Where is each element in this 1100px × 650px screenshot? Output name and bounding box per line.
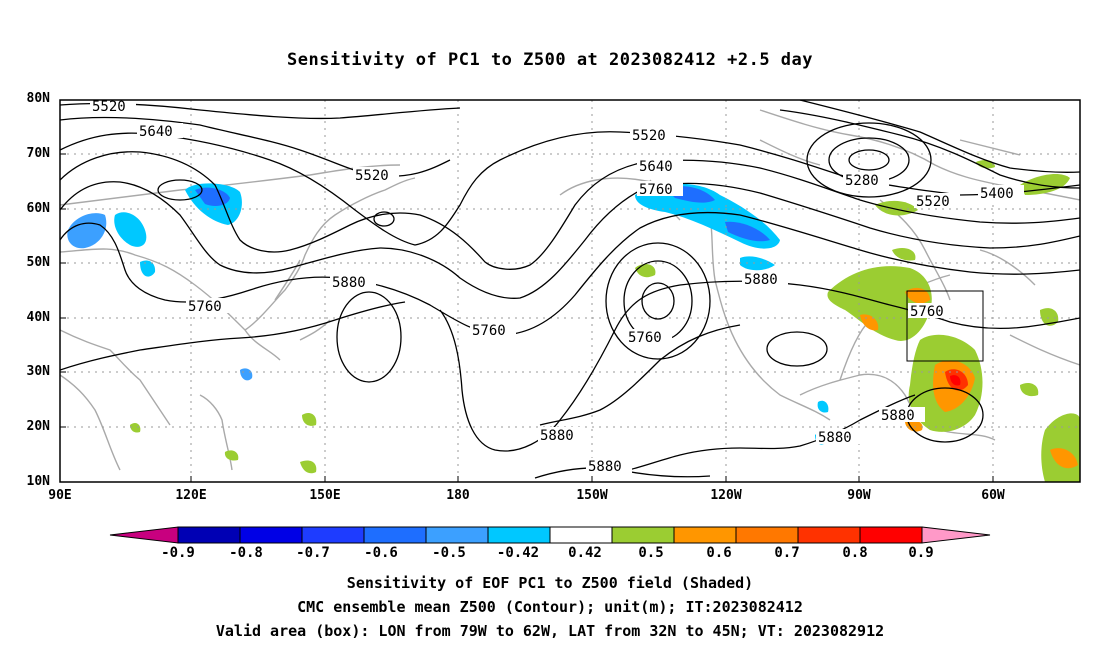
sensitivity-shading <box>67 159 1080 482</box>
contour-label: 5400 <box>980 186 1014 202</box>
lon-label-150w: 150W <box>576 488 608 503</box>
contour-label: 5640 <box>139 124 173 140</box>
contour-label: 5880 <box>744 272 778 288</box>
colorbar-label: -0.42 <box>496 545 540 561</box>
contour-label: 5520 <box>92 99 126 115</box>
colorbar-swatch <box>363 526 427 544</box>
colorbar-label: 0.42 <box>568 545 602 561</box>
contour-label: 5760 <box>472 323 506 339</box>
colorbar <box>109 526 991 544</box>
contour-label: 5760 <box>628 330 662 346</box>
colorbar-swatch <box>425 526 489 544</box>
contour-label: 5880 <box>540 428 574 444</box>
colorbar-swatch <box>239 526 303 544</box>
footer-line-3: Valid area (box): LON from 79W to 62W, L… <box>215 622 885 640</box>
lon-label-90w: 90W <box>847 488 871 503</box>
contour-label: 5640 <box>639 159 673 175</box>
map-frame <box>59 99 1081 483</box>
colorbar-swatch <box>109 526 179 544</box>
colorbar-label: -0.9 <box>161 545 195 561</box>
contour-label: 5520 <box>916 194 950 210</box>
colorbar-swatch <box>301 526 365 544</box>
lat-label-20n: 20N <box>26 419 50 434</box>
lat-label-40n: 40N <box>26 310 50 325</box>
lon-label-150e: 150E <box>309 488 341 503</box>
contour-label: 5880 <box>818 430 852 446</box>
colorbar-swatch <box>177 526 241 544</box>
valid-area-box <box>906 290 984 362</box>
lat-label-60n: 60N <box>26 201 50 216</box>
colorbar-label: 0.8 <box>842 545 868 561</box>
lon-label-180: 180 <box>446 488 470 503</box>
colorbar-swatch <box>487 526 551 544</box>
colorbar-label: -0.5 <box>432 545 466 561</box>
contour-label: 5760 <box>188 299 222 315</box>
colorbar-swatch <box>735 526 799 544</box>
contour-label: 5520 <box>355 168 389 184</box>
colorbar-swatch <box>797 526 861 544</box>
colorbar-swatch <box>549 526 613 544</box>
colorbar-swatch <box>673 526 737 544</box>
contour-label: 5520 <box>632 128 666 144</box>
contour-label: 5880 <box>332 275 366 291</box>
contour-label: 5280 <box>845 173 879 189</box>
contour-label: 5760 <box>639 182 673 198</box>
contour-labels: 5520 5640 5520 5760 5880 5760 5520 5640 … <box>90 98 1024 475</box>
contour-label: 5760 <box>910 304 944 320</box>
colorbar-label: 0.7 <box>774 545 800 561</box>
axis-ticks <box>60 99 994 482</box>
contour-label: 5880 <box>588 459 622 475</box>
colorbar-swatch <box>921 526 991 544</box>
colorbar-label: -0.7 <box>296 545 330 561</box>
gridlines <box>60 100 1080 482</box>
colorbar-label: -0.6 <box>364 545 398 561</box>
lon-label-90e: 90E <box>48 488 72 503</box>
lat-label-80n: 80N <box>26 91 50 106</box>
footer-line-2: CMC ensemble mean Z500 (Contour); unit(m… <box>297 598 803 616</box>
colorbar-label: 0.6 <box>706 545 732 561</box>
footer-line-1: Sensitivity of EOF PC1 to Z500 field (Sh… <box>346 574 754 592</box>
colorbar-label: 0.5 <box>638 545 664 561</box>
lat-label-10n: 10N <box>26 474 50 489</box>
map-title: Sensitivity of PC1 to Z500 at 2023082412… <box>286 50 813 70</box>
lon-label-120w: 120W <box>710 488 742 503</box>
lat-label-70n: 70N <box>26 146 50 161</box>
contour-label: 5880 <box>881 408 915 424</box>
lat-label-30n: 30N <box>26 364 50 379</box>
colorbar-swatch <box>611 526 675 544</box>
lon-label-60w: 60W <box>981 488 1005 503</box>
colorbar-label: -0.8 <box>229 545 263 561</box>
lat-label-50n: 50N <box>26 255 50 270</box>
lon-label-120e: 120E <box>175 488 207 503</box>
colorbar-swatch <box>859 526 923 544</box>
colorbar-label: 0.9 <box>908 545 934 561</box>
